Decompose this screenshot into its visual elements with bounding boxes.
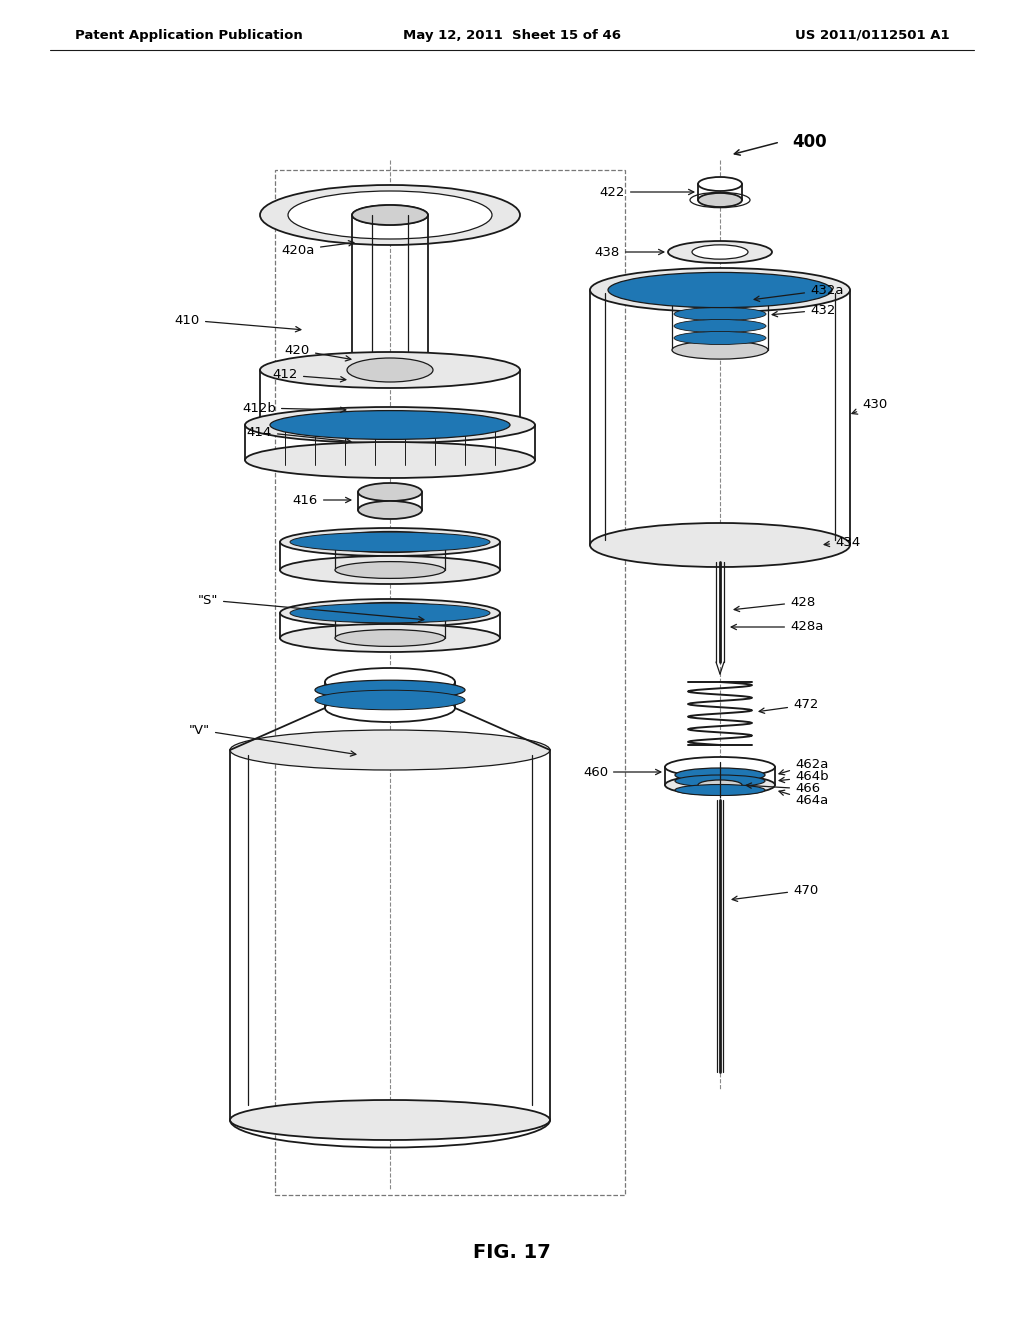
Ellipse shape [325,694,455,722]
Text: 434: 434 [824,536,860,549]
Ellipse shape [280,556,500,583]
Ellipse shape [674,308,766,321]
Ellipse shape [290,603,490,623]
Ellipse shape [692,244,748,259]
Ellipse shape [352,360,428,380]
Ellipse shape [335,533,445,550]
Text: 464b: 464b [779,771,828,784]
Text: US 2011/0112501 A1: US 2011/0112501 A1 [796,29,950,41]
Text: 464a: 464a [779,791,828,808]
Ellipse shape [230,730,550,770]
Text: 410: 410 [175,314,301,331]
Ellipse shape [325,668,455,696]
Ellipse shape [672,277,768,304]
Text: Patent Application Publication: Patent Application Publication [75,29,303,41]
Ellipse shape [315,680,465,700]
Ellipse shape [698,193,742,207]
Text: May 12, 2011  Sheet 15 of 46: May 12, 2011 Sheet 15 of 46 [403,29,621,41]
Text: 428a: 428a [731,620,823,634]
Text: 438: 438 [595,246,664,259]
Ellipse shape [608,272,831,308]
Ellipse shape [674,331,766,345]
Ellipse shape [347,358,433,381]
Ellipse shape [668,242,772,263]
Ellipse shape [358,483,422,502]
Text: 412b: 412b [242,401,346,414]
Ellipse shape [675,768,765,781]
Ellipse shape [674,296,766,309]
Text: 400: 400 [792,133,826,150]
Text: 416: 416 [293,494,351,507]
Ellipse shape [323,532,457,553]
Ellipse shape [674,319,766,333]
Ellipse shape [280,624,500,652]
Ellipse shape [358,502,422,519]
Ellipse shape [590,268,850,312]
Ellipse shape [665,775,775,795]
Ellipse shape [665,756,775,777]
Ellipse shape [698,780,742,789]
Ellipse shape [288,191,492,239]
Text: 462a: 462a [779,758,828,775]
Ellipse shape [280,599,500,627]
Ellipse shape [335,561,445,578]
Text: 428: 428 [734,595,815,611]
Text: 430: 430 [852,399,887,414]
Bar [275,170,625,1195]
Text: "S": "S" [198,594,424,622]
Ellipse shape [352,205,428,224]
Ellipse shape [315,690,465,710]
Ellipse shape [335,605,445,622]
Ellipse shape [323,602,457,623]
Ellipse shape [245,407,535,444]
Ellipse shape [352,205,428,224]
Ellipse shape [672,341,768,359]
Ellipse shape [270,411,510,440]
Ellipse shape [335,630,445,647]
Ellipse shape [290,532,490,552]
Ellipse shape [260,185,520,246]
Ellipse shape [690,193,750,207]
Ellipse shape [675,775,765,787]
Ellipse shape [230,1100,550,1140]
Ellipse shape [675,784,765,796]
Text: 414: 414 [247,425,351,444]
Text: 460: 460 [583,766,660,779]
Text: 432: 432 [772,304,836,317]
Ellipse shape [260,352,520,388]
Text: 466: 466 [746,783,820,796]
Text: 420a: 420a [282,240,354,256]
Ellipse shape [698,177,742,191]
Text: FIG. 17: FIG. 17 [473,1242,551,1262]
Text: 420: 420 [285,343,351,360]
Ellipse shape [590,523,850,568]
Text: 412: 412 [272,368,346,381]
Text: 422: 422 [600,186,694,198]
Text: 472: 472 [759,698,818,713]
Text: 470: 470 [732,883,818,902]
Ellipse shape [280,528,500,556]
Ellipse shape [245,442,535,478]
Text: "V": "V" [188,723,356,756]
Text: 432a: 432a [754,284,844,301]
